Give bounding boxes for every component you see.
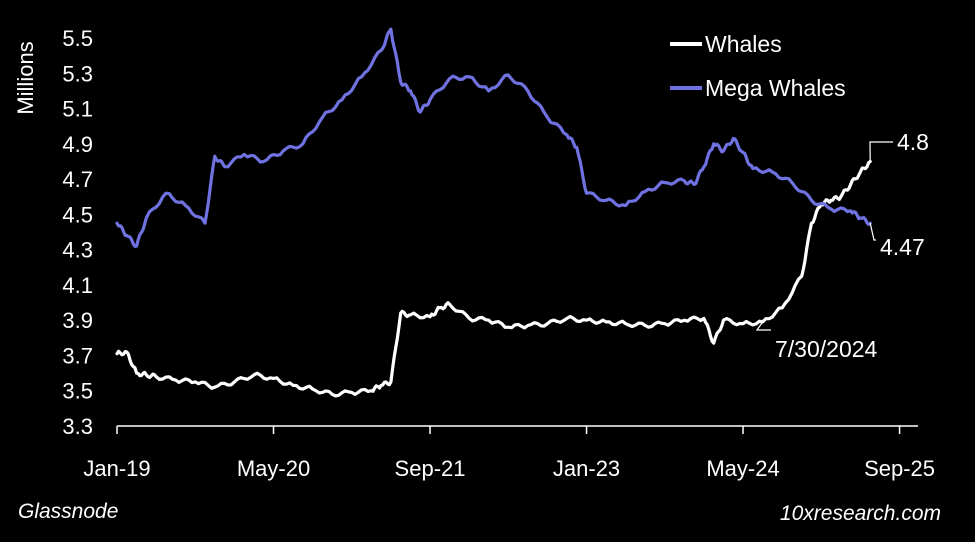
x-tick-label: May-24	[706, 456, 779, 481]
y-tick-label: 3.7	[62, 343, 93, 368]
x-tick-label: Jan-19	[83, 456, 150, 481]
y-tick-label: 4.7	[62, 167, 93, 192]
y-tick-label: 3.9	[62, 308, 93, 333]
y-tick-label: 4.9	[62, 132, 93, 157]
annotation-leader	[755, 321, 771, 331]
y-tick-labels: 5.5 5.3 5.1 4.9 4.7 4.5 4.3 4.1 3.9 3.7 3.5 3.3	[62, 26, 93, 439]
y-tick-label: 5.1	[62, 97, 93, 122]
annotation-label: 7/30/2024	[775, 336, 878, 362]
annotation-leader	[869, 223, 876, 241]
y-tick-label: 3.3	[62, 414, 93, 439]
series-lines	[115, 27, 872, 398]
y-tick-label: 4.3	[62, 238, 93, 263]
annotation-label: 4.8	[897, 129, 929, 155]
y-axis-label: Millions	[13, 41, 38, 114]
series-line-mega-whales	[115, 27, 872, 248]
y-tick-label: 4.5	[62, 202, 93, 227]
legend-label-whales: Whales	[705, 31, 782, 57]
x-tick-label: Sep-21	[395, 456, 466, 481]
legend: Whales Mega Whales	[670, 31, 846, 101]
credit-label: 10xresearch.com	[779, 502, 941, 525]
annotation-label: 4.47	[880, 234, 925, 260]
source-label: Glassnode	[18, 500, 119, 523]
chart: Millions 5.5 5.3 5.1 4.9 4.7 4.5 4.3 4.1 3.9 3.7 3…	[13, 26, 935, 481]
y-tick-label: 5.5	[62, 26, 93, 51]
annotations: 4.8 4.47 7/30/2024	[755, 129, 929, 362]
x-tick-label: Jan-23	[553, 456, 620, 481]
y-tick-label: 3.5	[62, 379, 93, 404]
series-line-whales	[115, 159, 872, 398]
x-tick-label: May-20	[237, 456, 310, 481]
annotation-leader	[869, 141, 893, 162]
x-tick-label: Sep-25	[864, 456, 935, 481]
y-tick-label: 5.3	[62, 61, 93, 86]
legend-label-mega-whales: Mega Whales	[705, 75, 846, 101]
x-tick-labels: Jan-19 May-20 Sep-21 Jan-23 May-24 Sep-25	[83, 426, 935, 481]
y-tick-label: 4.1	[62, 273, 93, 298]
